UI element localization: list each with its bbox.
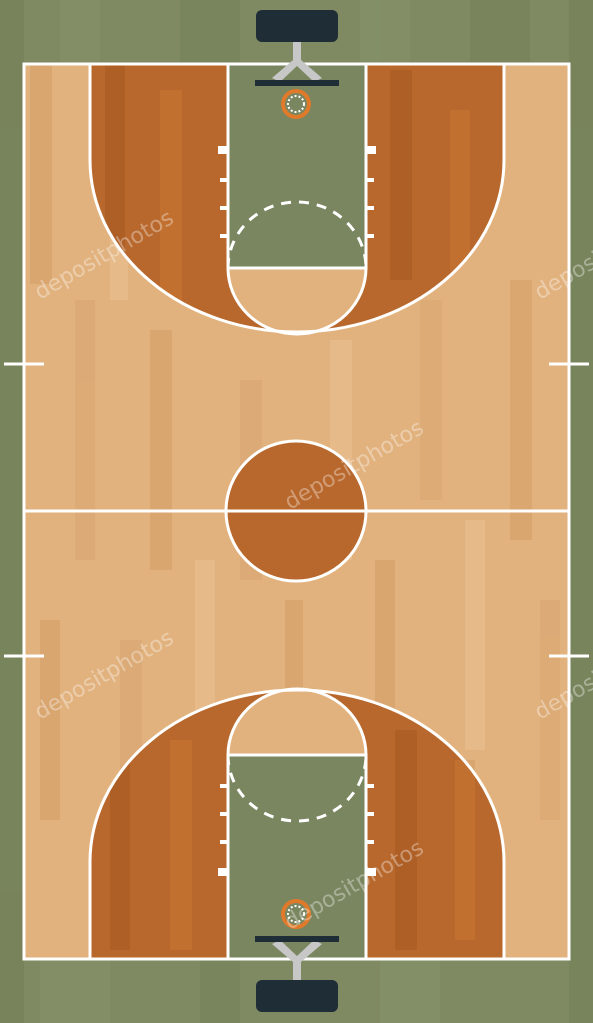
basket-top	[255, 10, 339, 119]
free-throw-circle-bottom-solid	[226, 687, 368, 756]
paint-lane-top	[228, 64, 366, 268]
backboard-top	[255, 80, 339, 86]
free-throw-circle-top-solid	[226, 267, 368, 336]
backboard-support-top	[256, 10, 338, 42]
free-throw-circle-top-fill	[228, 268, 366, 334]
free-throw-circle-bottom-fill	[228, 689, 366, 755]
center-circle-line	[224, 439, 368, 583]
rim-top	[281, 89, 311, 119]
backboard-support-bottom	[256, 980, 338, 1012]
three-point-arc-top	[88, 64, 506, 334]
lane-hash-marks	[218, 146, 376, 876]
basket-bottom	[255, 899, 339, 1012]
backboard-bottom	[255, 936, 339, 942]
support-arm-top	[272, 42, 322, 82]
rim-bottom	[281, 899, 311, 929]
free-throw-circle-bottom-dashed	[226, 754, 368, 823]
support-arm-bottom	[272, 940, 322, 980]
free-throw-circle-top-dashed	[226, 200, 368, 269]
